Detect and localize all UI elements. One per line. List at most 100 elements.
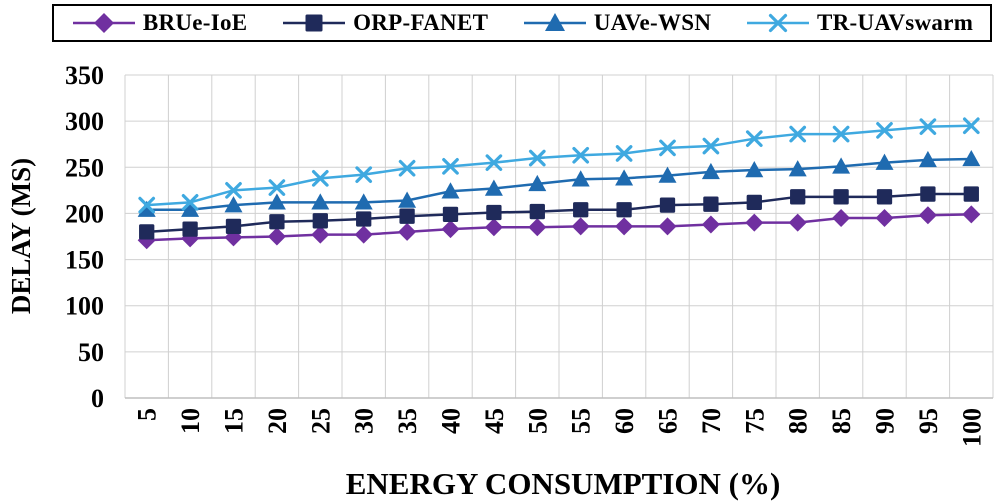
y-tick-label: 300 xyxy=(65,107,104,136)
x-tick-label: 50 xyxy=(523,408,552,434)
data-point xyxy=(615,169,634,186)
data-point xyxy=(701,215,720,234)
legend-swatch-0 xyxy=(72,13,135,33)
legend-item-uave-wsn: UAVe-WSN xyxy=(522,10,711,36)
data-point xyxy=(182,221,198,237)
x-tick-label: 45 xyxy=(480,408,509,434)
x-tick-label: 85 xyxy=(827,408,856,434)
data-point xyxy=(225,218,242,234)
series-brue-ioe xyxy=(137,205,981,250)
legend-item-bruE-ioe: BRUe-IoE xyxy=(71,10,248,36)
legend-label: UAVe-WSN xyxy=(593,10,712,35)
y-tick-label: 250 xyxy=(65,153,104,182)
x-axis-label: ENERGY CONSUMPTION (%) xyxy=(346,466,781,501)
data-point xyxy=(745,130,763,148)
x-tick-label: 70 xyxy=(697,408,726,434)
legend-item-orp-fanet: ORP-FANET xyxy=(281,10,488,36)
data-point xyxy=(398,191,417,208)
data-point xyxy=(962,117,980,135)
x-tick-label: 80 xyxy=(784,408,813,434)
data-point xyxy=(441,182,460,199)
data-point xyxy=(616,202,632,218)
data-point xyxy=(832,157,851,174)
legend-marker xyxy=(768,13,788,33)
x-tick-label: 55 xyxy=(567,408,596,434)
data-point xyxy=(702,137,720,155)
data-point xyxy=(311,193,330,210)
data-point xyxy=(659,197,676,213)
data-point xyxy=(919,118,937,136)
data-point xyxy=(571,217,590,236)
data-point xyxy=(703,196,719,212)
y-tick-label: 150 xyxy=(65,246,104,275)
data-point xyxy=(181,194,199,211)
x-tick-label: 15 xyxy=(220,408,249,434)
legend: BRUe-IoE ORP-FANET UAVe-WSN TR-UAVswarm xyxy=(52,4,992,42)
data-point xyxy=(137,200,156,217)
data-point xyxy=(918,150,937,168)
data-point xyxy=(398,222,417,241)
data-point xyxy=(484,218,503,237)
series-group xyxy=(137,117,981,250)
x-tick-label: 25 xyxy=(306,408,335,434)
x-tick-label: 20 xyxy=(263,408,292,434)
data-point xyxy=(399,208,415,224)
data-point xyxy=(267,227,286,246)
data-point xyxy=(659,139,676,157)
legend-marker xyxy=(544,13,565,31)
data-point xyxy=(181,200,200,217)
y-tick-label: 50 xyxy=(78,338,104,367)
data-point xyxy=(832,125,850,143)
data-point xyxy=(484,179,503,196)
data-point xyxy=(962,205,981,224)
data-point xyxy=(658,217,677,236)
x-tick-label: 65 xyxy=(654,408,683,434)
data-point xyxy=(311,225,330,244)
data-point xyxy=(224,196,243,213)
series-line xyxy=(146,124,972,207)
data-point xyxy=(354,225,373,244)
data-point xyxy=(790,189,806,205)
data-point xyxy=(485,154,503,172)
data-point xyxy=(441,220,460,239)
data-point xyxy=(962,149,981,167)
x-tick-label: 100 xyxy=(957,408,986,447)
data-point xyxy=(701,162,720,180)
data-point xyxy=(312,213,328,229)
data-point xyxy=(269,214,285,230)
x-tick-label: 35 xyxy=(393,408,422,434)
data-point xyxy=(486,204,502,221)
data-point xyxy=(528,218,547,237)
x-tick-label: 75 xyxy=(740,408,769,434)
data-point xyxy=(745,161,764,178)
data-point xyxy=(529,203,545,220)
legend-swatch-1 xyxy=(283,14,346,32)
data-point xyxy=(528,149,546,167)
x-tick-label: 60 xyxy=(610,408,639,434)
series-line xyxy=(146,157,972,211)
x-tick-label: 90 xyxy=(871,408,900,434)
legend-marker xyxy=(93,13,114,33)
legend-label: BRUe-IoE xyxy=(142,10,248,35)
y-tick-label: 200 xyxy=(65,199,104,228)
series-uave-wsn xyxy=(137,149,981,217)
x-tick-label: 30 xyxy=(350,408,379,434)
data-point xyxy=(356,211,372,227)
legend-item-tr-uavswarm: TR-UAVswarm xyxy=(745,10,973,36)
data-point xyxy=(876,189,893,205)
data-point xyxy=(573,202,589,218)
data-point xyxy=(528,174,547,192)
y-tick-labels: 0 50 100 150 200 250 300 350 xyxy=(65,61,104,413)
x-tick-label: 5 xyxy=(133,408,162,421)
data-point xyxy=(355,166,373,184)
data-point xyxy=(875,153,894,170)
data-point xyxy=(268,179,286,196)
data-point xyxy=(225,182,242,199)
data-point xyxy=(571,170,590,187)
data-point xyxy=(311,170,329,187)
y-tick-label: 0 xyxy=(91,384,104,413)
y-tick-label: 350 xyxy=(65,61,104,90)
data-point xyxy=(572,146,590,164)
legend-swatch-2 xyxy=(523,13,586,31)
data-point xyxy=(876,122,893,139)
